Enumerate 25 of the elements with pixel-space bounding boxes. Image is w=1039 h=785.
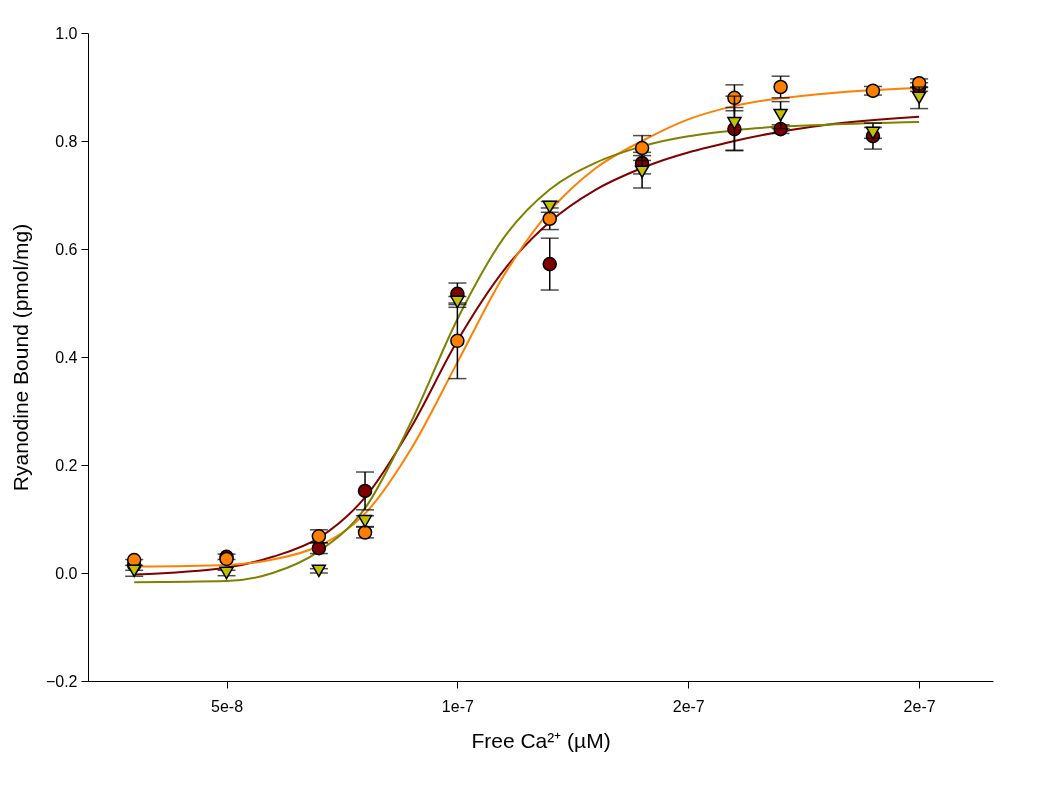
point [773, 79, 788, 95]
point [634, 140, 650, 156]
point [357, 483, 373, 499]
y-tick-label: 0.0 [55, 564, 78, 582]
y-tick-label: 0.4 [55, 348, 78, 366]
y-tick-label: 0.8 [55, 132, 78, 150]
point [542, 256, 557, 272]
y-tick-label: −0.2 [45, 672, 78, 690]
x-axis-title: Free Ca²⁺ (µM) [471, 728, 611, 752]
x-tick-label: 5e-8 [211, 697, 244, 715]
point [219, 566, 234, 580]
point [311, 564, 327, 578]
y-tick-label: 0.6 [55, 240, 78, 258]
point [911, 91, 927, 105]
x-tick-label: 2e-7 [903, 697, 936, 715]
point [450, 333, 465, 349]
y-tick-label: 0.2 [55, 456, 78, 474]
point [773, 108, 788, 122]
y-axis-title: Ryanodine Bound (pmol/mg) [8, 223, 32, 492]
point [727, 116, 742, 130]
point [542, 211, 557, 227]
y-tick-label: 1.0 [55, 24, 78, 42]
x-tick-label: 1e-7 [441, 697, 474, 715]
x-tick-label: 2e-7 [672, 697, 705, 715]
point [634, 165, 650, 179]
